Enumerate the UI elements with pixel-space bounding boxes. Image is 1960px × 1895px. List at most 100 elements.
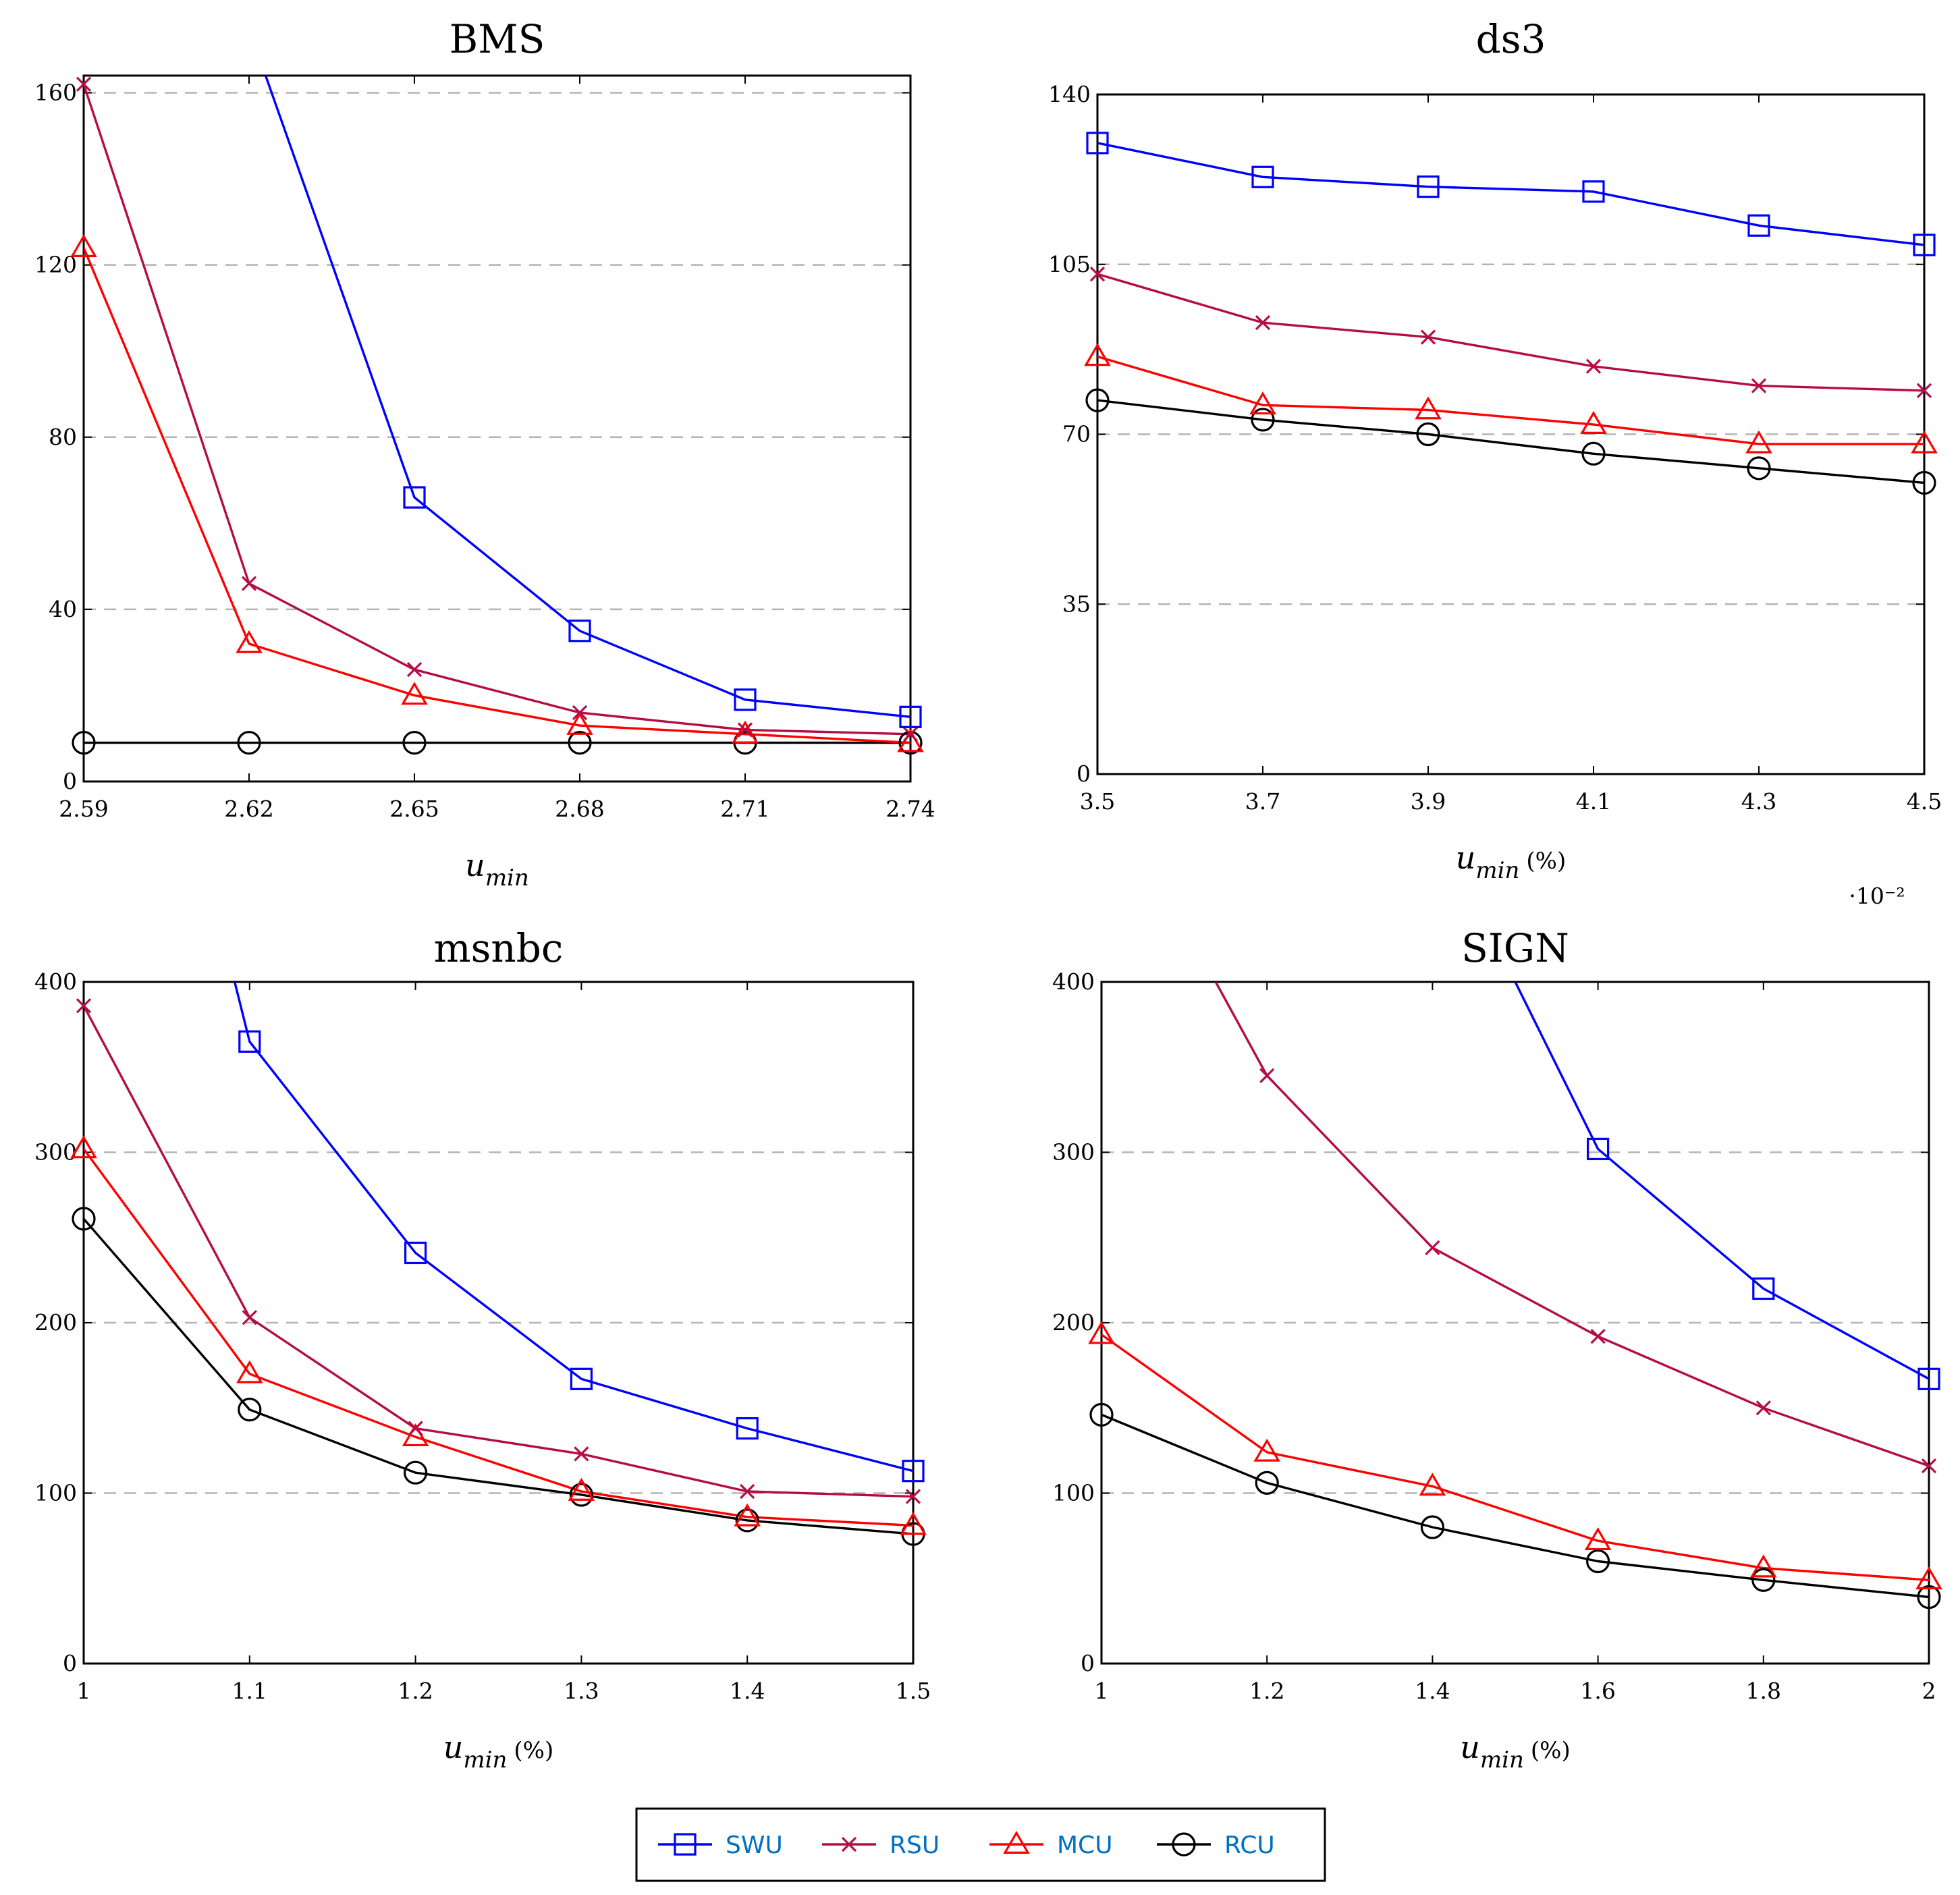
data-point-rcu xyxy=(72,1207,96,1231)
x-tick-label: 2.68 xyxy=(555,796,604,822)
data-point-rsu xyxy=(1916,383,1932,398)
data-point-rsu xyxy=(1751,378,1767,393)
y-tick-label: 80 xyxy=(49,424,77,450)
data-point-rsu xyxy=(76,998,92,1014)
data-point-rsu xyxy=(572,705,588,721)
x-axis-label-var: u xyxy=(1456,840,1476,876)
data-point-rcu xyxy=(238,1398,262,1422)
series-line-rcu xyxy=(84,1217,913,1535)
x-tick-label: 2.71 xyxy=(720,796,769,822)
x-tick-label: 2.62 xyxy=(224,796,273,822)
data-point-mcu xyxy=(236,630,263,653)
series-line-mcu xyxy=(84,247,910,744)
x-axis-label-sub: min xyxy=(1480,1747,1524,1774)
y-tick-label: 100 xyxy=(1052,1480,1095,1506)
chart-title: BMS xyxy=(450,16,545,62)
series-line-mcu xyxy=(1101,1334,1929,1581)
data-point-swu xyxy=(1913,234,1936,256)
data-point-rsu xyxy=(76,76,92,92)
series-line-swu xyxy=(264,76,910,718)
series-line-swu xyxy=(234,982,913,1473)
data-point-rcu xyxy=(1917,1585,1941,1610)
legend-item-rsu: RSU xyxy=(822,1832,940,1859)
x-tick-label: 1.6 xyxy=(1580,1678,1615,1704)
chart-1: 0 35 70 105 140 3.5 3.7 3.9 4.1 4.3 4.5 ds3 umin (%) ·… xyxy=(1048,16,1942,909)
data-point-mcu xyxy=(236,1360,263,1383)
y-tick-label: 40 xyxy=(49,596,77,622)
x-axis-exponent: ·10⁻² xyxy=(1849,883,1905,909)
data-point-rcu xyxy=(1912,470,1936,495)
data-point-rcu xyxy=(1085,388,1110,412)
data-point-swu xyxy=(1587,1137,1610,1161)
data-point-mcu xyxy=(1088,1321,1115,1344)
data-point-mcu xyxy=(900,1512,927,1535)
y-tick-label: 300 xyxy=(1052,1139,1095,1165)
data-point-mcu xyxy=(1415,396,1442,420)
data-point-mcu xyxy=(568,1477,595,1501)
x-axis-label-var: u xyxy=(465,847,485,883)
legend-label: MCU xyxy=(1057,1832,1113,1859)
y-tick-label: 0 xyxy=(63,1650,77,1676)
data-point-rcu xyxy=(1747,456,1771,480)
data-point-mcu xyxy=(566,711,593,735)
plot-area xyxy=(84,76,910,744)
data-point-rcu xyxy=(569,1483,594,1507)
y-tick-label: 400 xyxy=(1052,968,1095,995)
data-point-rcu xyxy=(735,1508,759,1533)
data-point-rsu xyxy=(740,1483,755,1500)
chart-2: 0 100 200 300 400 1 1.1 1.2 1.3 1.4 1.5 msnbc umin (%… xyxy=(34,925,931,1774)
marker-layer xyxy=(1084,132,1938,495)
legend-label: RSU xyxy=(890,1832,940,1859)
legend-label: RCU xyxy=(1224,1832,1275,1859)
y-tick-label: 300 xyxy=(34,1139,77,1165)
data-point-swu xyxy=(570,1367,593,1390)
data-point-mcu xyxy=(1249,391,1276,415)
legend: SWU RSU MCU RCU xyxy=(635,1807,1326,1882)
chart-title: msnbc xyxy=(434,925,564,971)
x-axis-label-unit: (%) xyxy=(1526,848,1566,875)
plot-area xyxy=(1097,142,1924,485)
x-tick-label: 1.2 xyxy=(398,1678,433,1704)
plot-area xyxy=(84,982,913,1535)
x-axis-label-sub: min xyxy=(1475,857,1519,884)
data-point-rsu xyxy=(902,726,919,742)
data-point-swu xyxy=(899,705,922,728)
x-axis-label-sub: min xyxy=(485,864,529,891)
data-point-mcu xyxy=(1584,1527,1612,1551)
x-axis-label: umin (%) xyxy=(443,1729,554,1774)
data-point-swu xyxy=(1417,175,1440,198)
x-tick-label: 1.1 xyxy=(232,1678,267,1704)
plot-area xyxy=(1101,982,1929,1599)
legend-item-mcu: MCU xyxy=(989,1830,1113,1859)
data-point-swu xyxy=(238,1030,261,1053)
series-line-swu xyxy=(1514,982,1929,1380)
y-tick-label: 200 xyxy=(34,1309,77,1336)
x-axis-label-sub: min xyxy=(463,1747,507,1774)
data-point-rcu xyxy=(1751,1568,1776,1592)
data-point-rcu xyxy=(237,730,261,755)
data-point-rsu xyxy=(408,1421,423,1436)
x-tick-label: 2.59 xyxy=(59,796,108,822)
data-point-swu xyxy=(404,1241,427,1265)
y-tick-label: 35 xyxy=(1062,591,1091,617)
data-point-rcu xyxy=(568,730,592,755)
series-line-mcu xyxy=(84,1148,913,1527)
marker-layer xyxy=(1088,1068,1942,1610)
x-axis-label-unit: (%) xyxy=(1531,1737,1571,1764)
x-axis-label-var: u xyxy=(443,1729,464,1765)
legend-marker-square xyxy=(674,1833,697,1856)
x-tick-label: 1.8 xyxy=(1746,1678,1781,1704)
y-tick-label: 400 xyxy=(34,968,77,995)
x-axis-label: umin (%) xyxy=(1460,1729,1571,1774)
data-point-swu xyxy=(568,620,591,642)
x-tick-label: 4.3 xyxy=(1741,788,1776,815)
x-tick-label: 1.5 xyxy=(896,1678,931,1704)
x-tick-label: 4.5 xyxy=(1907,788,1942,815)
y-tick-label: 105 xyxy=(1048,251,1091,277)
data-point-mcu xyxy=(401,682,428,705)
series-line-rsu xyxy=(84,84,910,736)
x-tick-label: 3.7 xyxy=(1245,788,1280,815)
data-point-mcu xyxy=(1911,430,1938,454)
